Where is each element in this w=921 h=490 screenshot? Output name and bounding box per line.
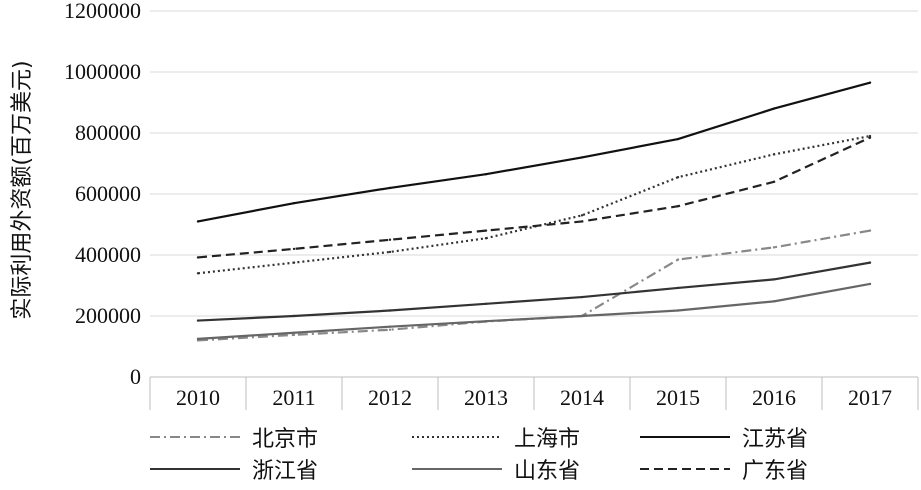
data-point xyxy=(772,153,776,156)
legend-label: 山东省 xyxy=(514,459,581,484)
y-tick-label: 800000 xyxy=(75,120,141,145)
series-line-0 xyxy=(197,229,871,342)
data-point xyxy=(196,337,200,341)
data-point xyxy=(484,229,488,232)
data-point xyxy=(580,156,584,159)
data-point xyxy=(772,246,776,249)
series-line-1 xyxy=(197,134,871,275)
data-point xyxy=(676,309,680,312)
data-point xyxy=(676,258,680,261)
data-point xyxy=(772,107,776,110)
legend-swatch xyxy=(640,468,730,470)
data-point xyxy=(388,250,392,254)
data-point xyxy=(580,220,584,223)
legend-label: 江苏省 xyxy=(742,427,809,452)
x-tick-label: 2010 xyxy=(176,385,220,410)
y-tick-label: 600000 xyxy=(75,181,141,206)
data-point xyxy=(196,220,200,223)
data-point xyxy=(484,302,488,305)
data-point xyxy=(388,309,392,312)
data-point xyxy=(388,238,392,241)
data-point xyxy=(292,201,296,205)
x-tick-label: 2013 xyxy=(464,385,508,410)
legend-item: 江苏省 xyxy=(640,420,808,454)
data-point xyxy=(388,328,392,331)
y-axis-label-area: 实际利用外资额(百万美元) xyxy=(0,0,40,380)
data-point xyxy=(580,295,584,299)
legend-label: 广东省 xyxy=(742,459,809,484)
data-point xyxy=(868,261,872,264)
data-point xyxy=(388,325,392,328)
series-line-3 xyxy=(197,261,871,322)
data-point xyxy=(196,256,200,259)
legend-swatch xyxy=(412,468,502,470)
series-line-4 xyxy=(197,282,871,340)
data-point xyxy=(580,214,584,217)
line-chart: 0 200000 400000 600000 800000 1000000 1200000 2… xyxy=(64,0,919,410)
y-tick-label: 1200000 xyxy=(64,0,141,23)
data-point xyxy=(868,136,872,139)
legend-item: 浙江省 xyxy=(150,452,318,486)
legend-item: 北京市 xyxy=(150,420,318,454)
data-point xyxy=(676,205,680,208)
data-point xyxy=(196,272,200,275)
y-tick-label: 0 xyxy=(130,364,141,389)
x-tick-label: 2011 xyxy=(272,385,315,410)
data-point xyxy=(868,81,872,84)
data-point xyxy=(292,333,296,337)
legend-swatch xyxy=(412,436,502,438)
data-point xyxy=(676,286,680,290)
data-point xyxy=(484,172,488,176)
data-point xyxy=(772,278,776,281)
legend-item: 山东省 xyxy=(412,452,580,486)
data-point xyxy=(292,331,296,334)
x-tick-label: 2017 xyxy=(848,385,892,410)
data-point xyxy=(772,300,776,303)
data-point xyxy=(676,137,680,141)
data-point xyxy=(676,176,680,179)
data-point xyxy=(772,180,776,183)
data-point xyxy=(292,247,296,251)
data-point xyxy=(292,314,296,318)
y-tick-label: 200000 xyxy=(75,303,141,328)
data-point xyxy=(388,186,392,190)
legend: 北京市 上海市 江苏省浙江省 山东省 广东省 xyxy=(150,418,920,488)
legend-label: 北京市 xyxy=(252,427,319,452)
legend-item: 广东省 xyxy=(640,452,808,486)
x-tick-label: 2015 xyxy=(656,385,700,410)
legend-label: 浙江省 xyxy=(252,459,319,484)
y-axis-label: 实际利用外资额(百万美元) xyxy=(10,60,35,320)
legend-label: 上海市 xyxy=(514,427,581,452)
legend-swatch xyxy=(150,436,240,438)
legend-swatch xyxy=(640,436,730,438)
x-tick-label: 2014 xyxy=(560,385,604,410)
y-tick-label: 1000000 xyxy=(64,59,141,84)
series-line-5 xyxy=(197,136,871,259)
data-point xyxy=(484,319,488,323)
y-tick-label: 400000 xyxy=(75,242,141,267)
data-point xyxy=(868,282,872,286)
series-line-2 xyxy=(197,81,871,223)
data-point xyxy=(196,319,200,322)
x-tick-label: 2016 xyxy=(752,385,796,410)
data-point xyxy=(484,237,488,240)
legend-swatch xyxy=(150,468,240,470)
data-point xyxy=(292,261,296,264)
data-point xyxy=(580,314,584,318)
x-tick-label: 2012 xyxy=(368,385,412,410)
data-point xyxy=(868,229,872,232)
legend-item: 上海市 xyxy=(412,420,580,454)
